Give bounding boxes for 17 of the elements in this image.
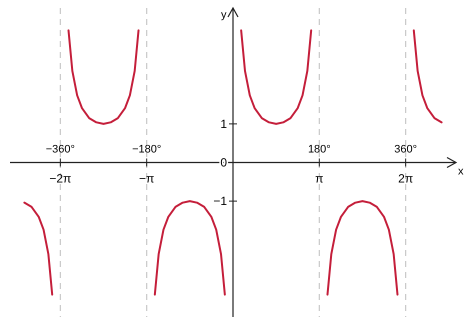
- y-axis-title: y: [221, 9, 227, 21]
- line-series: [23, 202, 54, 296]
- line-series: [412, 29, 443, 124]
- x2-tick-label: −π: [139, 172, 154, 186]
- line-series: [326, 200, 398, 296]
- x-tick-label: −180°: [132, 144, 162, 156]
- x-tick-label: −360°: [46, 144, 75, 156]
- y-tick-label: −1: [213, 194, 228, 208]
- line-series: [68, 29, 140, 125]
- x-tick-label: 360°: [394, 144, 418, 156]
- x2-tick-label: 2π: [398, 172, 414, 186]
- x2-tick-label: −2π: [49, 172, 72, 186]
- line-series: [240, 29, 312, 125]
- y-tick-label: 1: [220, 116, 228, 131]
- x2-tick-label: π: [315, 172, 324, 186]
- x-tick-label: 180°: [308, 144, 331, 156]
- x-axis-title: x: [458, 166, 464, 178]
